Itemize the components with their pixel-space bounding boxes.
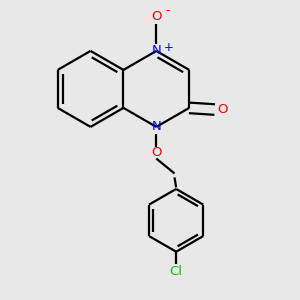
Text: +: +: [164, 41, 174, 54]
Text: O: O: [151, 10, 162, 23]
Text: N: N: [152, 44, 161, 57]
Text: O: O: [151, 146, 162, 159]
Text: O: O: [217, 103, 227, 116]
Text: -: -: [166, 4, 170, 17]
Text: Cl: Cl: [170, 265, 183, 278]
Text: N: N: [152, 120, 161, 134]
